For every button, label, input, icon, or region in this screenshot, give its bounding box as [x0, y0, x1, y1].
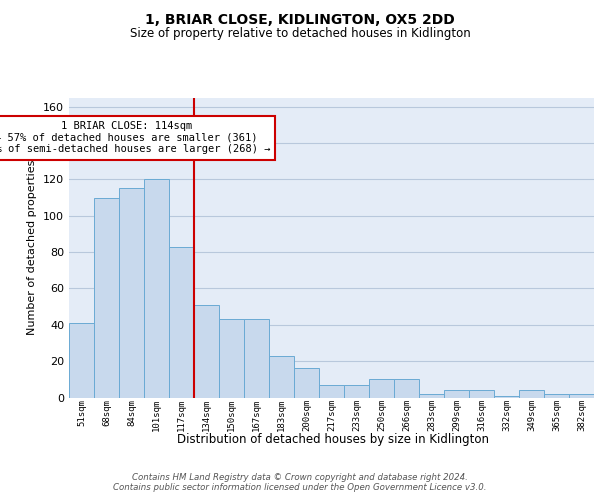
- Bar: [69, 323, 94, 398]
- Bar: [94, 198, 119, 398]
- Bar: [469, 390, 494, 398]
- Bar: [244, 320, 269, 398]
- Bar: [419, 394, 444, 398]
- Text: Contains HM Land Registry data © Crown copyright and database right 2024.
Contai: Contains HM Land Registry data © Crown c…: [113, 473, 487, 492]
- Text: 1, BRIAR CLOSE, KIDLINGTON, OX5 2DD: 1, BRIAR CLOSE, KIDLINGTON, OX5 2DD: [145, 12, 455, 26]
- Bar: [494, 396, 519, 398]
- Bar: [294, 368, 319, 398]
- Bar: [569, 394, 594, 398]
- Bar: [194, 305, 219, 398]
- Bar: [369, 380, 394, 398]
- Bar: [319, 385, 344, 398]
- Bar: [169, 246, 194, 398]
- Bar: [444, 390, 469, 398]
- Bar: [344, 385, 369, 398]
- Text: Distribution of detached houses by size in Kidlington: Distribution of detached houses by size …: [177, 432, 489, 446]
- Bar: [144, 180, 169, 398]
- Bar: [219, 320, 244, 398]
- Bar: [519, 390, 544, 398]
- Bar: [269, 356, 294, 398]
- Text: Size of property relative to detached houses in Kidlington: Size of property relative to detached ho…: [130, 28, 470, 40]
- Text: 1 BRIAR CLOSE: 114sqm
← 57% of detached houses are smaller (361)
42% of semi-det: 1 BRIAR CLOSE: 114sqm ← 57% of detached …: [0, 121, 270, 154]
- Y-axis label: Number of detached properties: Number of detached properties: [28, 160, 37, 335]
- Bar: [394, 380, 419, 398]
- Bar: [544, 394, 569, 398]
- Bar: [119, 188, 144, 398]
